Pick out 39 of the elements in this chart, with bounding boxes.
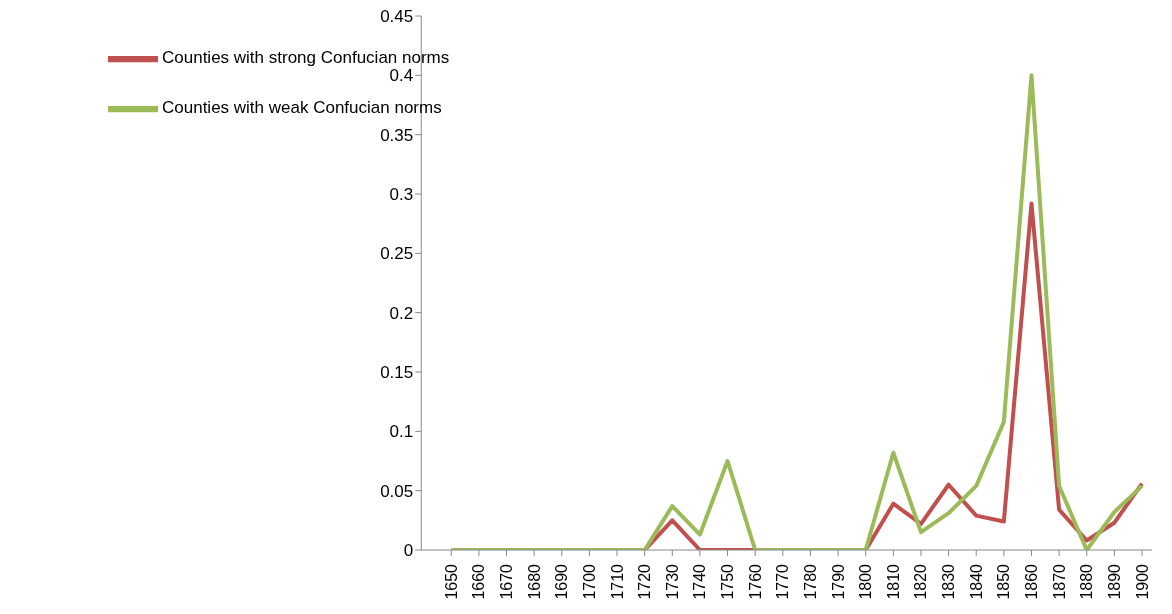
y-tick-label: 0.45 bbox=[380, 7, 414, 27]
y-tick-label: 0.2 bbox=[389, 303, 414, 323]
x-tick-label: 1670 bbox=[498, 563, 516, 600]
x-tick-label: 1890 bbox=[1105, 563, 1123, 600]
y-tick-label: 0.1 bbox=[389, 422, 414, 442]
legend-label: Counties with weak Confucian norms bbox=[162, 98, 442, 118]
x-tick-label: 1830 bbox=[940, 563, 958, 600]
y-tick-label: 0 bbox=[403, 541, 414, 561]
x-tick-label: 1840 bbox=[967, 563, 985, 600]
x-tick-label: 1770 bbox=[774, 563, 792, 600]
line-series bbox=[449, 73, 1144, 550]
x-tick-label: 1730 bbox=[663, 563, 681, 600]
y-tick-label: 0.25 bbox=[380, 244, 414, 264]
x-tick-label: 1860 bbox=[1022, 563, 1040, 600]
x-tick-label: 1820 bbox=[912, 563, 930, 600]
y-tick-label: 0.15 bbox=[380, 363, 414, 383]
x-tick-label: 1690 bbox=[553, 563, 571, 600]
x-tick-label: 1680 bbox=[525, 563, 543, 600]
x-tick-label: 1740 bbox=[691, 563, 709, 600]
x-tick-label: 1720 bbox=[636, 563, 654, 600]
y-tick-label: 0.35 bbox=[380, 125, 414, 145]
y-tick-label: 0.05 bbox=[380, 481, 414, 501]
y-tick-label: 0.3 bbox=[389, 185, 414, 205]
x-tick-label: 1800 bbox=[857, 563, 875, 600]
y-tick-label: 0.4 bbox=[389, 66, 414, 86]
x-tick-label: 1710 bbox=[608, 563, 626, 600]
x-tick-label: 1900 bbox=[1133, 563, 1151, 600]
x-tick-label: 1660 bbox=[470, 563, 488, 600]
x-tick-label: 1700 bbox=[580, 563, 598, 600]
x-tick-label: 1870 bbox=[1050, 563, 1068, 600]
legend-label: Counties with strong Confucian norms bbox=[162, 48, 450, 68]
x-tick-label: 1850 bbox=[995, 563, 1013, 600]
x-tick-label: 1760 bbox=[746, 563, 764, 600]
x-tick-label: 1750 bbox=[719, 563, 737, 600]
x-tick-label: 1810 bbox=[884, 563, 902, 600]
x-tick-label: 1880 bbox=[1078, 563, 1096, 600]
x-tick-label: 1780 bbox=[801, 563, 819, 600]
x-tick-label: 1790 bbox=[829, 563, 847, 600]
x-tick-label: 1650 bbox=[442, 563, 460, 600]
